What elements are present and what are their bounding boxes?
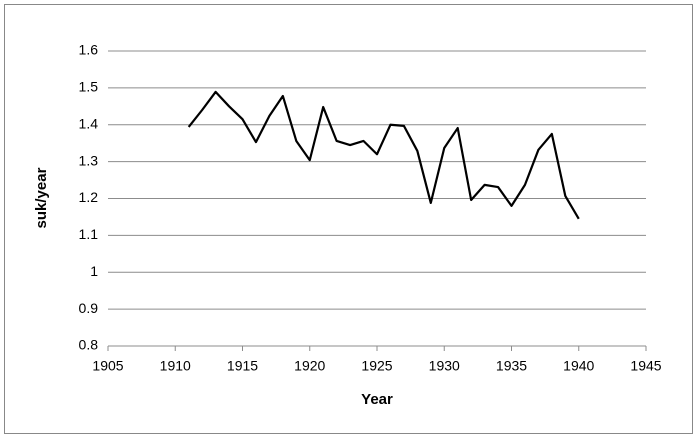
y-tick-label: 0.8 <box>79 337 99 353</box>
x-tick-label: 1920 <box>294 358 325 374</box>
y-tick-label: 1 <box>90 263 98 279</box>
x-axis-title: Year <box>361 391 393 408</box>
x-tick-label: 1915 <box>227 358 258 374</box>
y-axis-title: suk/year <box>33 167 50 228</box>
y-tick-label: 1.2 <box>79 189 99 205</box>
x-tick-label: 1935 <box>496 358 527 374</box>
y-tick-label: 1.5 <box>79 79 99 95</box>
x-tick-label: 1925 <box>361 358 392 374</box>
y-tick-label: 1.4 <box>79 115 99 131</box>
data-line <box>187 90 580 220</box>
x-tick-label: 1940 <box>563 358 594 374</box>
x-tick-label: 1930 <box>429 358 460 374</box>
x-tick-label: 1910 <box>160 358 191 374</box>
y-tick-label: 1.6 <box>79 42 99 58</box>
x-tick-label: 1905 <box>92 358 123 374</box>
y-tick-label: 0.9 <box>79 300 99 316</box>
x-tick-label: 1945 <box>630 358 661 374</box>
y-tick-label: 1.1 <box>79 226 99 242</box>
y-tick-label: 1.3 <box>79 152 99 168</box>
